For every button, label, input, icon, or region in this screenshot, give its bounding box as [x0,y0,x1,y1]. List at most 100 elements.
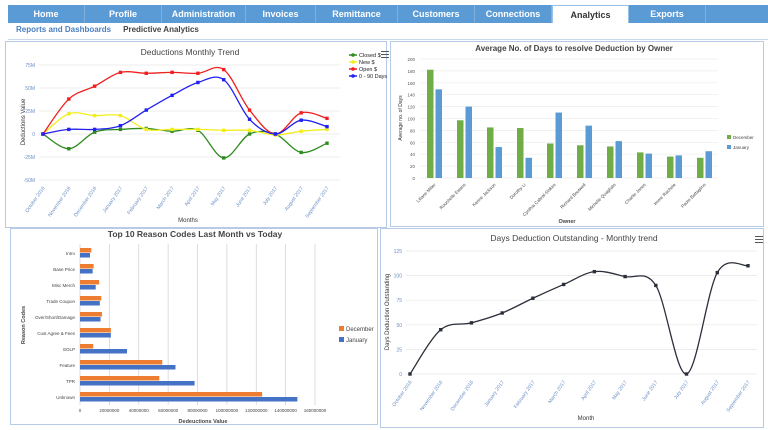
legend-label: Closed $ [359,53,381,59]
legend-label: December [346,327,374,333]
bar [80,248,92,253]
x-tick-label: September 2017 [305,186,331,220]
tab-home[interactable]: Home [8,5,85,23]
x-tick-label: April 2017 [580,380,598,402]
data-point [92,127,97,132]
y-tick-label: 125 [394,249,403,255]
bar [667,156,674,178]
bar [80,317,101,322]
y-tick-label: 40 [410,152,416,157]
y-tick-label: 0 [412,176,415,181]
series-line [42,127,328,159]
main-nav: Home Profile Administration Invoices Remitta… [8,5,768,23]
data-point [247,128,252,133]
data-point [325,124,329,129]
series-line [42,66,328,135]
data-point [273,132,278,136]
series-line [42,112,328,136]
data-point [67,127,71,132]
y-tick-label: 60 [410,140,416,145]
x-tick-label: August 2017 [284,186,305,213]
x-tick-label: Imme Rachele [653,182,677,206]
bar [80,285,96,290]
x-tick-label: January 2017 [484,380,506,408]
tab-customers[interactable]: Customers [398,5,475,23]
x-tick-label: 100000000 [216,408,239,413]
bar [80,333,111,338]
x-tick-label: Richard Boutwell [559,182,586,209]
chart-title: Days Deduction Outstanding - Monthly tre… [490,233,658,243]
bar [495,147,502,178]
x-tick-label: October 2016 [24,186,46,214]
x-tick-label: July 2017 [673,380,690,401]
data-point [325,127,329,132]
x-tick-label: 0 [79,408,82,413]
tab-profile[interactable]: Profile [85,5,162,23]
y-tick-label: -50M [24,178,35,184]
data-point [196,80,200,85]
tab-administration[interactable]: Administration [162,5,246,23]
divider [8,39,768,40]
data-point [469,321,474,325]
x-tick-label: December 2016 [73,186,98,219]
data-point [746,264,750,268]
tab-connections[interactable]: Connections [475,5,552,23]
data-point [144,108,148,112]
tab-invoices[interactable]: Invoices [246,5,316,23]
series-line [409,262,749,375]
y-tick-label: 50M [25,86,35,92]
bar [80,376,160,381]
legend-label: December [733,135,754,140]
x-tick-label: Kerine Jackson [471,182,497,208]
legend-label: 0 - 90 Days [359,74,387,80]
legend-marker [351,53,355,57]
y-tick-label: 140 [407,93,415,98]
x-tick-label: May 2017 [210,186,228,208]
data-point [67,147,71,151]
bar [705,151,712,178]
tab-remittance[interactable]: Remittance [316,5,398,23]
x-tick-label: Dorothy Li [509,182,527,200]
x-tick-label: September 2017 [726,380,752,414]
legend-swatch [339,326,344,331]
subtab-predictive-analytics[interactable]: Predictive Analytics [123,25,199,34]
bar [80,253,90,258]
data-point [196,71,200,75]
y-tick-label: Unknown [56,395,75,400]
data-point [41,132,45,136]
data-point [118,124,123,128]
data-point [196,127,200,132]
x-tick-label: December 2016 [450,380,475,413]
data-point [654,283,658,288]
data-point [222,67,226,72]
y-tick-label: 80 [410,128,416,133]
legend-swatch [727,135,731,139]
legend-label: Open $ [359,67,377,73]
legend-marker [351,67,355,71]
y-tick-label: 120 [407,105,415,110]
x-axis-label: Months [178,218,198,224]
chart-menu-icon[interactable] [755,236,763,243]
tab-exports[interactable]: Exports [629,5,706,23]
bar [80,397,298,402]
x-tick-label: May 2017 [611,380,629,402]
x-tick-label: Liliane Miller [415,182,437,204]
bar [645,153,652,178]
x-tick-label: 140000000 [274,408,297,413]
bar [577,145,584,178]
subtab-reports-and-dashboards[interactable]: Reports and Dashboards [16,25,112,34]
bar [427,69,434,178]
data-point [170,70,174,75]
data-point [92,113,97,118]
y-tick-label: 160 [407,81,415,86]
data-point [500,311,504,315]
x-tick-label: Charlie Jones [624,182,648,206]
data-point [623,274,627,279]
data-point [561,282,566,287]
chart-menu-icon[interactable] [381,51,389,58]
x-tick-label: July 2017 [262,186,279,207]
data-point [92,130,97,134]
x-axis-label: Owner [558,219,576,225]
legend-marker [351,60,355,64]
tab-analytics[interactable]: Analytics [552,5,629,23]
